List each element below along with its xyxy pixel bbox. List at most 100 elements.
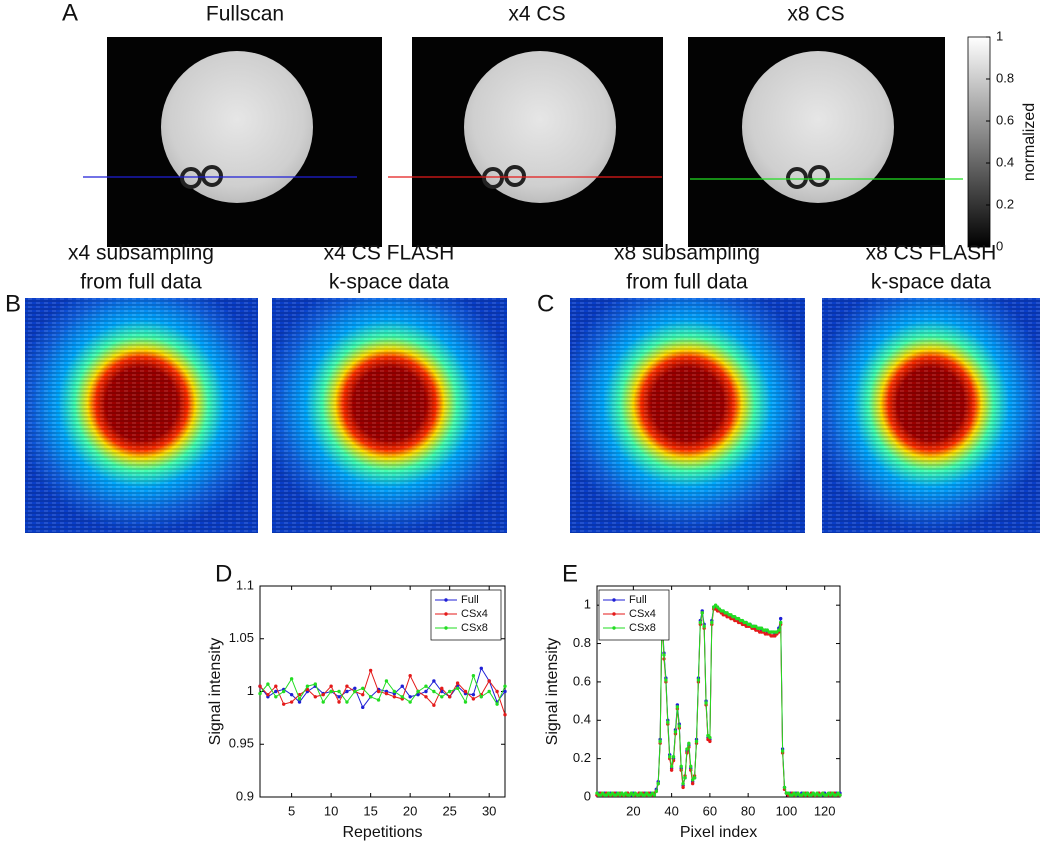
colorbar-tick-label: 1 xyxy=(996,28,1003,43)
data-point xyxy=(329,689,333,694)
data-point xyxy=(274,695,278,699)
data-point xyxy=(258,684,262,688)
x-tick-label: 20 xyxy=(626,803,640,818)
data-point xyxy=(455,686,460,691)
data-point xyxy=(675,705,680,709)
data-point xyxy=(384,691,389,696)
data-point xyxy=(700,611,704,615)
legend xyxy=(598,589,670,641)
data-point xyxy=(463,700,468,704)
mri-image xyxy=(388,37,663,247)
image-title: Fullscan xyxy=(206,3,284,26)
data-point xyxy=(321,700,325,704)
data-point xyxy=(274,689,278,694)
data-point xyxy=(416,689,420,694)
x-tick-label: 10 xyxy=(324,803,338,818)
data-point xyxy=(376,698,381,702)
data-point xyxy=(666,720,670,724)
legend-swatch xyxy=(444,612,448,616)
data-point xyxy=(658,739,662,744)
data-point xyxy=(447,695,452,699)
x-tick-label: 80 xyxy=(741,803,755,818)
data-point xyxy=(782,785,787,790)
data-point xyxy=(681,781,685,786)
legend-label: Full xyxy=(629,594,647,606)
data-point xyxy=(656,781,660,786)
mri-image xyxy=(688,37,963,247)
kspace-image xyxy=(570,298,805,533)
data-point xyxy=(668,755,672,759)
kspace-title: x4 subsampling xyxy=(68,242,214,265)
data-point xyxy=(289,692,294,697)
kspace-image xyxy=(25,298,258,533)
data-point xyxy=(652,793,657,797)
data-point xyxy=(479,695,483,699)
x-tick-label: 40 xyxy=(664,803,678,818)
colorbar-tick-label: 0.2 xyxy=(996,196,1014,211)
legend-swatch xyxy=(444,626,448,630)
data-point xyxy=(710,620,714,625)
data-point xyxy=(685,747,689,751)
x-tick-label: 5 xyxy=(288,803,295,818)
legend-label: Full xyxy=(461,594,479,606)
data-point xyxy=(662,653,666,657)
data-point xyxy=(440,695,444,699)
data-point xyxy=(289,700,294,704)
data-point xyxy=(495,702,499,706)
y-tick-label: 0.4 xyxy=(573,712,591,727)
data-point xyxy=(440,686,444,691)
colorbar-label: normalized xyxy=(1021,103,1038,181)
data-point xyxy=(361,686,365,691)
data-point xyxy=(384,679,389,683)
data-point xyxy=(345,684,349,688)
y-tick-label: 0 xyxy=(584,788,591,803)
data-point xyxy=(297,700,302,704)
data-point xyxy=(392,695,397,699)
mri-image xyxy=(83,37,382,247)
y-tick-label: 0.9 xyxy=(236,788,254,803)
legend xyxy=(430,589,502,641)
data-point xyxy=(702,624,706,628)
data-point xyxy=(704,701,708,705)
data-point xyxy=(778,616,783,621)
data-point xyxy=(677,724,681,728)
data-point xyxy=(337,689,341,694)
data-point xyxy=(400,684,404,688)
y-tick-label: 0.6 xyxy=(573,673,591,688)
data-point xyxy=(289,677,294,681)
data-point xyxy=(313,695,318,699)
data-point xyxy=(708,735,712,740)
data-point xyxy=(495,689,499,694)
y-tick-label: 1 xyxy=(584,597,591,612)
panel-label: D xyxy=(215,560,232,587)
data-point xyxy=(679,764,683,769)
y-axis-label: Signal intensity xyxy=(207,638,224,746)
data-point xyxy=(353,686,357,691)
data-point xyxy=(321,692,325,697)
kspace-title: x4 CS FLASH xyxy=(324,242,455,265)
data-point xyxy=(487,679,491,683)
data-point xyxy=(432,679,436,683)
x-tick-label: 120 xyxy=(814,803,836,818)
data-point xyxy=(778,620,783,625)
data-point xyxy=(671,755,676,759)
image-title: x8 CS xyxy=(787,3,844,26)
legend-label: CSx8 xyxy=(461,622,488,634)
data-point xyxy=(463,689,468,694)
y-tick-label: 0.95 xyxy=(229,736,254,751)
data-point xyxy=(683,776,687,780)
data-point xyxy=(424,684,428,688)
data-point xyxy=(432,703,436,707)
x-tick-label: 20 xyxy=(403,803,417,818)
data-point xyxy=(471,697,476,701)
data-point xyxy=(455,681,460,685)
x-axis-label: Pixel index xyxy=(680,824,757,841)
data-point xyxy=(337,700,341,704)
colorbar-tick-label: 0 xyxy=(996,238,1003,253)
x-tick-label: 60 xyxy=(703,803,717,818)
legend-swatch xyxy=(612,626,616,630)
data-point xyxy=(503,684,507,688)
data-point xyxy=(297,697,302,701)
data-point xyxy=(479,666,483,670)
